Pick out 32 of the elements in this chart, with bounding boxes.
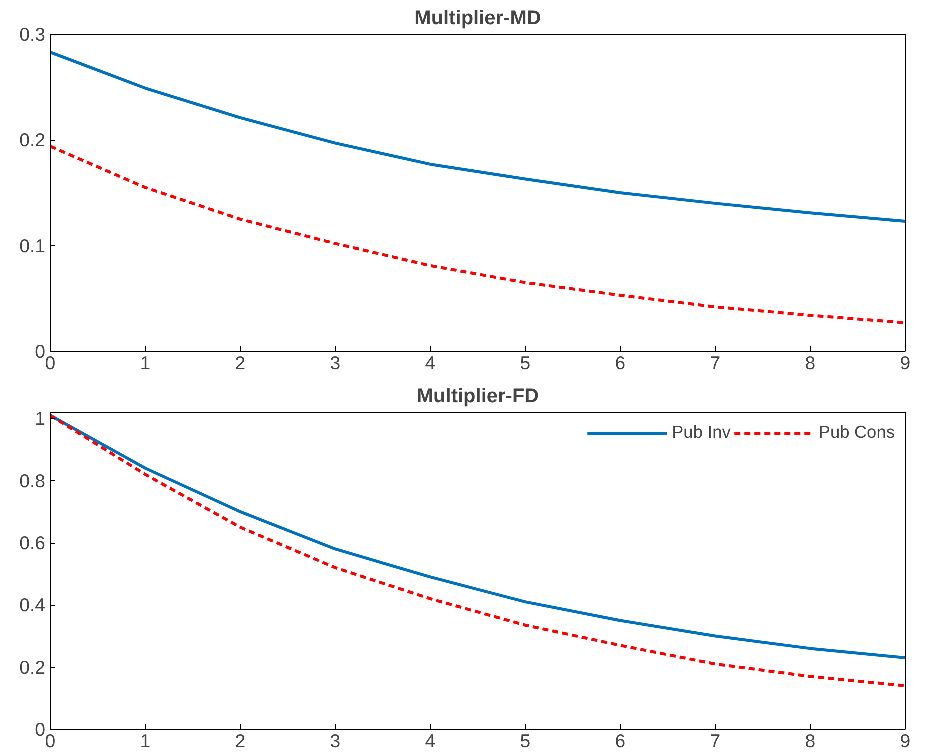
y-tick-label: 0.2 [20,130,46,151]
x-tick-label: 7 [710,730,721,752]
x-tick-label: 4 [425,730,436,752]
x-tick-label: 1 [140,730,151,752]
y-tick-label: 1 [35,408,46,430]
y-tick-label: 0.1 [20,235,46,256]
x-tick-label: 7 [710,352,721,374]
y-tick-label: 0.3 [20,24,46,45]
y-tick-label: 0.8 [20,470,46,492]
y-tick-label: 0.4 [20,594,46,616]
x-tick-label: 3 [330,730,341,752]
legend-label: Pub Cons [818,422,895,443]
y-tick-label: 0.2 [20,656,46,678]
line-series [50,50,906,224]
x-tick-label: 4 [425,352,436,374]
x-tick-label: 9 [900,730,911,752]
x-tick-label: 3 [330,352,341,374]
x-tick-label: 6 [615,730,626,752]
x-tick-label: 2 [235,730,246,752]
x-tick-label: 2 [235,352,246,374]
x-tick-label: 8 [805,352,816,374]
x-tick-label: 8 [805,730,816,752]
chart-title: Multiplier-FD [416,386,540,408]
chart-title: Multiplier-MD [414,8,542,30]
x-tick-label: 1 [140,352,151,374]
x-tick-label: 5 [520,352,531,374]
y-tick-label: 0.6 [20,532,46,554]
x-tick-label: 9 [900,352,911,374]
x-tick-label: 5 [520,730,531,752]
legend-label: Pub Inv [672,422,731,443]
x-tick-label: 6 [615,352,626,374]
line-series [50,145,906,324]
